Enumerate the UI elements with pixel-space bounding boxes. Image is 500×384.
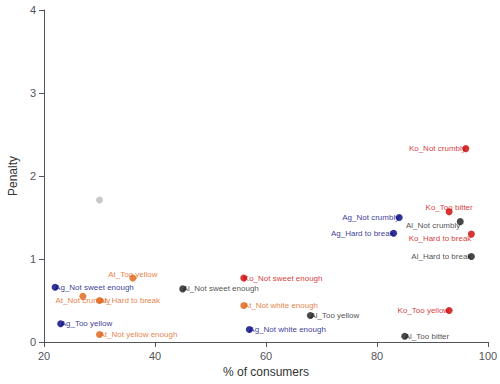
svg-text:0: 0 bbox=[30, 336, 36, 348]
svg-text:Ag_Not sweet enough: Ag_Not sweet enough bbox=[55, 283, 134, 292]
svg-text:Al_Too bitter: Al_Too bitter bbox=[405, 332, 450, 341]
svg-text:80: 80 bbox=[371, 350, 383, 362]
svg-text:100: 100 bbox=[479, 350, 497, 362]
svg-text:40: 40 bbox=[149, 350, 161, 362]
svg-text:Al_Too yellow: Al_Too yellow bbox=[310, 311, 359, 320]
svg-text:20: 20 bbox=[38, 350, 50, 362]
svg-text:At_Not yellow enough: At_Not yellow enough bbox=[100, 330, 178, 339]
svg-text:Al_Hard to break: Al_Hard to break bbox=[411, 252, 472, 261]
svg-text:At_Not crumbly: At_Not crumbly bbox=[56, 296, 111, 305]
svg-text:At_Not white enough: At_Not white enough bbox=[244, 301, 318, 310]
svg-text:Ko_Hard to break: Ko_Hard to break bbox=[409, 234, 473, 243]
svg-text:Ag_Not crumbly: Ag_Not crumbly bbox=[342, 213, 399, 222]
svg-text:Ag_Not white enough: Ag_Not white enough bbox=[249, 325, 326, 334]
svg-text:Al_Not sweet enough: Al_Not sweet enough bbox=[183, 284, 259, 293]
svg-text:Ko_Too yellow: Ko_Too yellow bbox=[398, 306, 450, 315]
svg-text:Penalty: Penalty bbox=[6, 156, 20, 196]
svg-text:4: 4 bbox=[30, 4, 36, 16]
svg-text:2: 2 bbox=[30, 170, 36, 182]
svg-text:3: 3 bbox=[30, 87, 36, 99]
svg-text:At_Too yellow: At_Too yellow bbox=[108, 270, 158, 279]
svg-text:Ko_Not sweet enough: Ko_Not sweet enough bbox=[244, 274, 323, 283]
svg-text:Ag_Too yellow: Ag_Too yellow bbox=[61, 319, 113, 328]
svg-text:% of consumers: % of consumers bbox=[223, 365, 309, 379]
svg-text:Al_Not crumbly: Al_Not crumbly bbox=[406, 221, 460, 230]
svg-text:At_Hard to break: At_Hard to break bbox=[99, 296, 160, 305]
svg-text:Ag_Hard to break: Ag_Hard to break bbox=[331, 229, 395, 238]
svg-text:1: 1 bbox=[30, 253, 36, 265]
svg-text:60: 60 bbox=[260, 350, 272, 362]
svg-text:Ko_Too bitter: Ko_Too bitter bbox=[426, 203, 473, 212]
svg-text:Ko_Not crumbly: Ko_Not crumbly bbox=[409, 144, 466, 153]
